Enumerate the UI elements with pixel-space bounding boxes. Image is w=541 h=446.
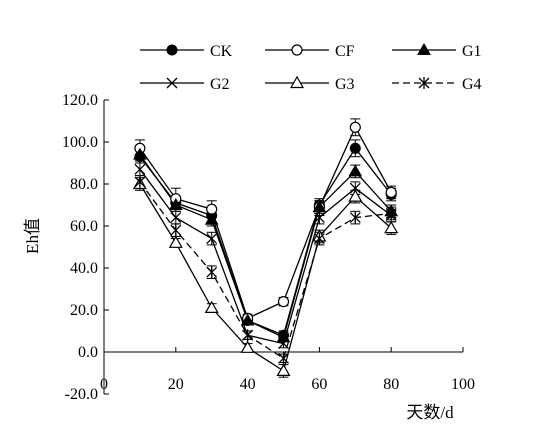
legend-marker-cf <box>291 44 303 56</box>
data-point-g3 <box>276 363 291 376</box>
data-point-g2 <box>134 163 146 175</box>
data-point-g4 <box>313 232 325 245</box>
data-point-g4 <box>170 224 182 237</box>
data-point-g1 <box>133 147 147 160</box>
series-line-g1 <box>139 154 392 339</box>
series-lines <box>139 125 392 372</box>
y-tick-label: 0.0 <box>78 344 98 361</box>
error-bars <box>134 118 397 378</box>
x-axis-label: 天数/d <box>406 403 454 422</box>
x-tick-label: 80 <box>383 376 399 393</box>
data-point-g2 <box>313 212 325 224</box>
data-point-g3 <box>384 220 399 234</box>
legend-label-ck: CK <box>210 43 233 60</box>
data-point-g4 <box>242 329 254 342</box>
data-point-g4 <box>134 175 146 188</box>
legend-marker-ck <box>166 44 178 56</box>
data-point-g1 <box>348 164 363 177</box>
data-point-cf <box>349 121 361 133</box>
data-point-g2 <box>349 182 361 194</box>
data-point-g3 <box>240 340 255 353</box>
x-tick-label: 0 <box>100 376 108 393</box>
data-point-g3 <box>168 235 183 248</box>
data-point-g4 <box>385 207 397 220</box>
legend-label-g1: G1 <box>462 43 482 60</box>
data-point-g2 <box>278 338 289 350</box>
data-point-cf <box>277 296 290 308</box>
series-line-ck <box>139 147 392 337</box>
axes: -20.0 0.0 20.0 40.0 60.0 80.0 100.0 120.0 0 20 40 6… <box>62 92 475 403</box>
y-tick-label: -20.0 <box>65 386 98 403</box>
legend-marker-g4 <box>418 77 430 89</box>
legend-label-g3: G3 <box>335 76 355 93</box>
data-point-g2 <box>170 212 182 224</box>
series-line-cf <box>139 125 392 320</box>
legend-label-g2: G2 <box>210 76 230 93</box>
legend-item-g2: G2 <box>140 76 230 93</box>
legend-label-cf: CF <box>335 43 355 60</box>
data-point-g4 <box>206 266 218 279</box>
y-tick-label: 40.0 <box>70 260 98 277</box>
data-point-g3 <box>348 189 363 202</box>
data-point-g1 <box>204 212 219 225</box>
series-line-g2 <box>139 168 392 345</box>
data-point-g1 <box>312 200 327 213</box>
data-point-g2 <box>206 233 218 245</box>
y-tick-label: 120.0 <box>62 92 98 109</box>
series-line-g4 <box>139 181 392 360</box>
data-point-g1 <box>168 197 183 210</box>
data-point-g4 <box>349 211 361 224</box>
legend-marker-g1 <box>417 42 431 55</box>
legend: CK CF G1 G2 G3 G4 <box>140 42 482 93</box>
y-tick-label: 20.0 <box>70 302 98 319</box>
x-tick-label: 40 <box>240 376 256 393</box>
data-point-ck <box>349 142 361 154</box>
data-point-g1 <box>240 313 255 326</box>
legend-marker-g3 <box>289 75 305 89</box>
data-point-g3 <box>204 300 219 313</box>
legend-item-g1: G1 <box>392 42 482 60</box>
legend-item-g4: G4 <box>392 76 482 93</box>
y-tick-label: 80.0 <box>70 176 98 193</box>
y-axis-label: Eh值 <box>23 218 42 254</box>
legend-item-cf: CF <box>265 43 355 60</box>
data-point-cf <box>385 186 397 198</box>
x-tick-label: 100 <box>451 376 475 393</box>
x-tick-label: 20 <box>168 376 184 393</box>
legend-item-ck: CK <box>140 43 233 60</box>
series-line-g3 <box>139 183 392 372</box>
legend-item-g3: G3 <box>265 75 355 93</box>
data-point-g4 <box>278 352 289 365</box>
data-point-g1 <box>276 330 291 343</box>
y-tick-label: 60.0 <box>70 218 98 235</box>
series-markers <box>132 121 399 376</box>
x-tick-label: 60 <box>311 376 327 393</box>
legend-marker-g2 <box>166 77 178 89</box>
y-tick-label: 100.0 <box>62 134 98 151</box>
legend-label-g4: G4 <box>462 76 482 93</box>
